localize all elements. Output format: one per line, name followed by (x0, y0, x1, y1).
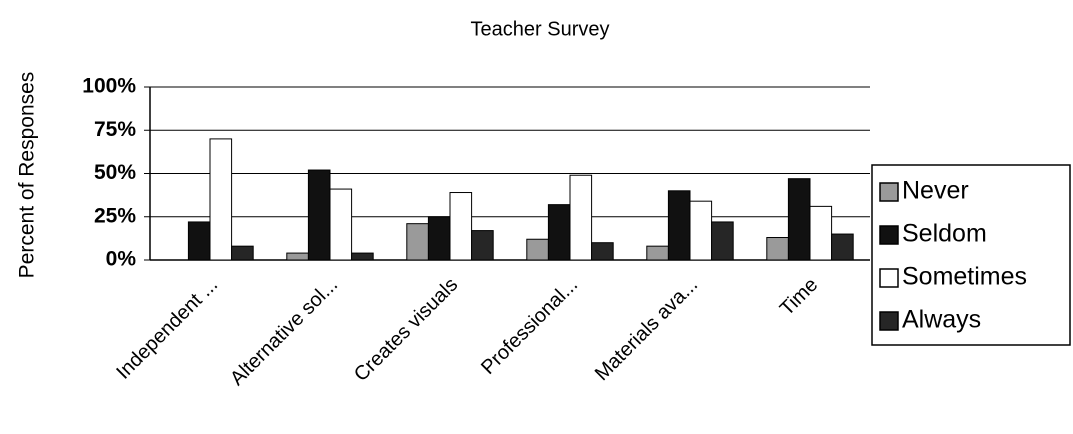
x-tick-label: Creates visuals (350, 274, 462, 386)
bar (209, 138, 233, 261)
y-tick-label: 75% (94, 118, 136, 141)
bar (406, 223, 429, 261)
bar (526, 238, 549, 261)
bar (471, 230, 494, 261)
x-tick-label: Time (776, 274, 822, 320)
legend-swatch (879, 182, 899, 202)
legend-label: Sometimes (902, 263, 1027, 291)
bar (591, 242, 614, 261)
y-tick-label: 50% (94, 161, 136, 184)
chart-title: Teacher Survey (471, 18, 610, 40)
bar (831, 233, 854, 261)
bar (689, 200, 713, 261)
x-tick-label: Alternative sol... (226, 274, 342, 390)
bar (547, 204, 571, 261)
x-tick-label: Professional... (477, 274, 582, 379)
bar (187, 221, 211, 261)
bar (351, 252, 374, 261)
bar (667, 190, 691, 261)
y-axis-label: Percent of Responses (16, 72, 39, 279)
legend-label: Never (902, 177, 969, 205)
bar (787, 178, 811, 261)
bar (711, 221, 734, 261)
x-tick-label: Independent ... (112, 274, 222, 384)
legend-swatch (879, 225, 899, 245)
bar (329, 188, 353, 261)
y-tick-label: 100% (82, 75, 136, 98)
bar (569, 174, 593, 261)
bar (286, 252, 309, 261)
legend-label: Always (902, 306, 981, 334)
bar (307, 169, 331, 261)
bar (809, 205, 833, 261)
legend-label: Seldom (902, 220, 987, 248)
bar (449, 192, 473, 261)
bar (231, 245, 254, 261)
bar (766, 237, 789, 261)
legend-box (871, 164, 1071, 346)
y-tick-label: 0% (106, 248, 137, 271)
legend-swatch (879, 311, 899, 331)
bar (646, 245, 669, 261)
y-tick-label: 25% (94, 204, 136, 227)
x-tick-label: Materials ava... (591, 274, 702, 385)
legend-swatch (879, 268, 899, 288)
bar (427, 216, 451, 261)
